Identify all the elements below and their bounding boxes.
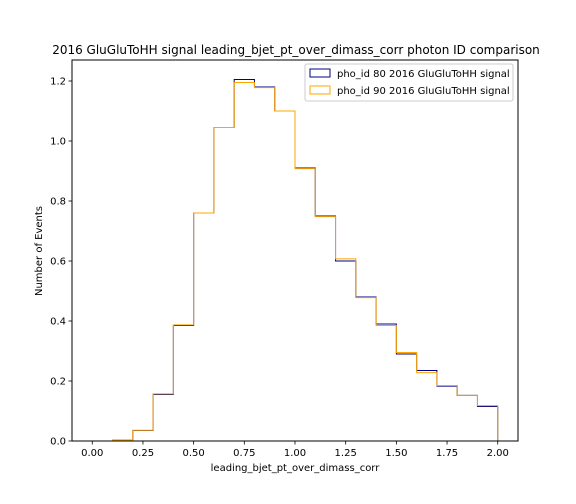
x-tick-label: 0.50 (183, 448, 205, 459)
y-tick-label: 1.2 (50, 77, 66, 88)
y-tick-label: 0.2 (50, 377, 66, 388)
plot-area (71, 59, 519, 442)
x-tick-label: 1.75 (436, 448, 458, 459)
histogram-series-1 (112, 82, 499, 441)
y-axis-label: Number of Events (34, 206, 45, 296)
y-tick-label: 0.0 (50, 437, 66, 448)
x-axis: 0.00 0.25 0.50 0.75 1.00 1.25 1.50 1.75 2.00 (81, 441, 509, 459)
x-tick-label: 2.00 (487, 448, 509, 459)
y-tick-label: 1.0 (50, 137, 66, 148)
x-tick-label: 0.00 (81, 448, 103, 459)
y-tick-label: 0.4 (50, 317, 66, 328)
x-tick-label: 0.25 (132, 448, 154, 459)
series-layer (112, 79, 499, 441)
x-tick-label: 1.00 (284, 448, 306, 459)
y-tick-label: 0.6 (50, 257, 66, 268)
x-tick-label: 0.75 (233, 448, 255, 459)
y-tick-label: 0.8 (50, 197, 66, 208)
x-axis-label: leading_bjet_pt_over_dimass_corr (211, 463, 381, 474)
legend-label-series-1: pho_id 90 2016 GluGluToHH signal (337, 86, 510, 97)
x-tick-label: 1.50 (385, 448, 407, 459)
legend-swatch-series-0 (309, 68, 331, 78)
histogram-series-0 (112, 79, 499, 441)
legend-label-series-0: pho_id 80 2016 GluGluToHH signal (337, 69, 510, 80)
x-tick-label: 1.25 (335, 448, 357, 459)
legend-swatch-series-1 (309, 85, 331, 95)
legend-frame (304, 63, 514, 102)
legend: pho_id 80 2016 GluGluToHH signal pho_id … (304, 63, 514, 102)
chart-title: 2016 GluGluToHH signal leading_bjet_pt_o… (52, 43, 540, 57)
y-axis: 0.0 0.2 0.4 0.6 0.8 1.0 1.2 (50, 77, 72, 448)
